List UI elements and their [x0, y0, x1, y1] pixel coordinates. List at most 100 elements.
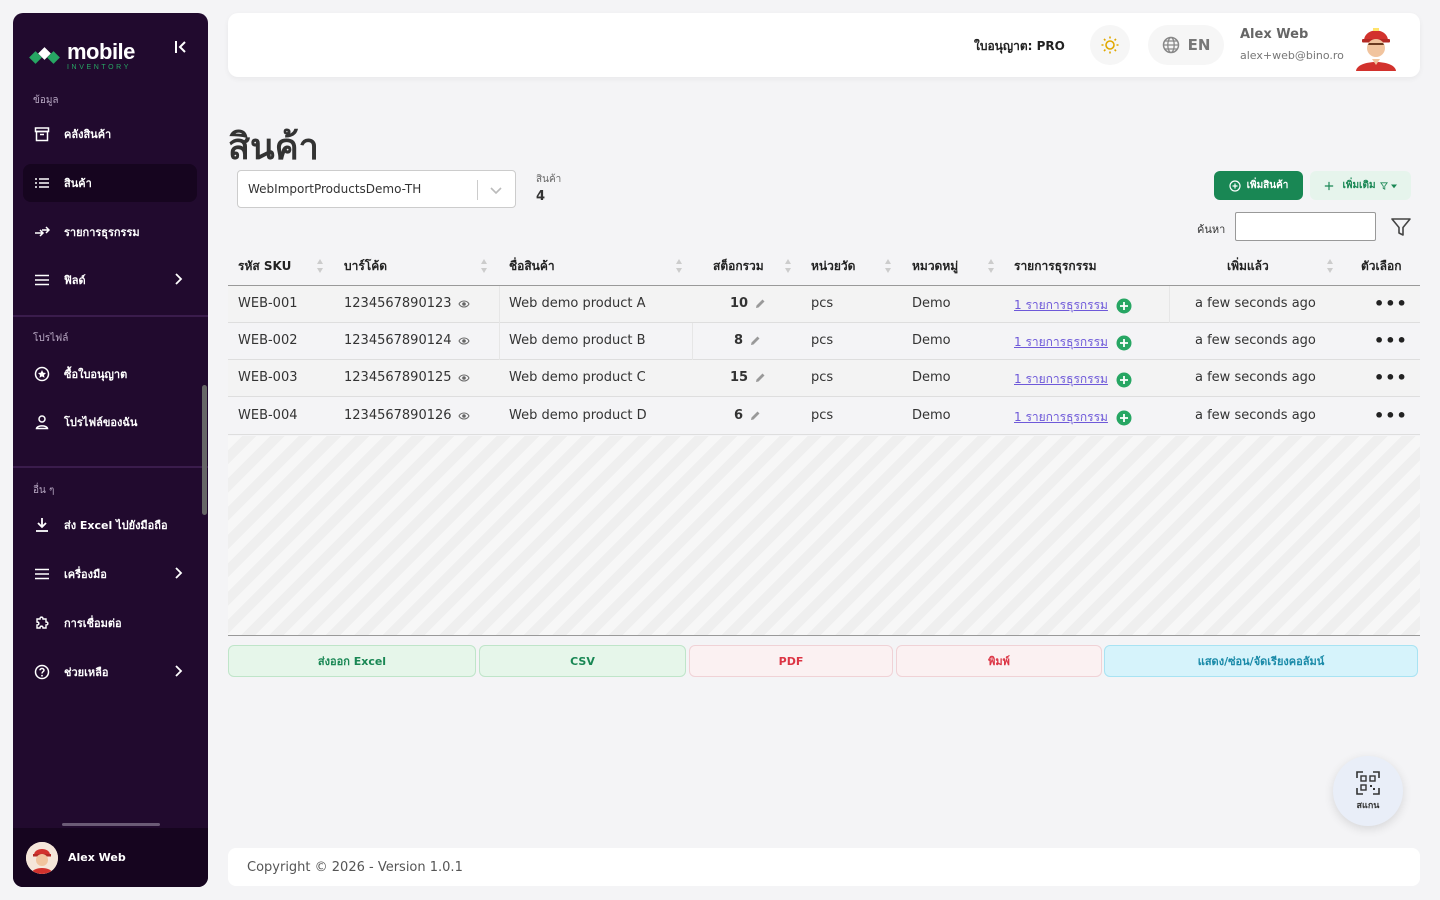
sidebar-item-label: สินค้า — [64, 177, 92, 190]
cell-product-name: Web demo product A — [509, 296, 646, 311]
eye-icon[interactable] — [457, 336, 470, 346]
eye-icon[interactable] — [457, 411, 470, 421]
plus-icon — [1325, 181, 1334, 190]
cell-unit: pcs — [811, 408, 834, 423]
header-user-name[interactable]: Alex Web — [1240, 27, 1309, 42]
cell-stock: 15 — [730, 370, 766, 385]
row-options-button[interactable]: ••• — [1374, 294, 1408, 313]
sidebar-item-warehouse[interactable]: คลังสินค้า — [23, 115, 197, 153]
transfer-icon — [34, 224, 50, 240]
column-separator — [1169, 286, 1170, 323]
cell-added: a few seconds ago — [1195, 296, 1316, 311]
cell-product-name: Web demo product D — [509, 408, 647, 423]
pencil-icon[interactable] — [754, 298, 766, 310]
cell-sku: WEB-003 — [238, 370, 298, 385]
table-row[interactable]: WEB-003 1234567890125 Web demo product C… — [228, 360, 1420, 397]
product-count-value: 4 — [536, 189, 546, 204]
search-input[interactable] — [1235, 212, 1376, 241]
cell-product-name: Web demo product C — [509, 370, 646, 385]
section-label-other: อื่น ๆ — [33, 485, 55, 496]
table-row[interactable]: WEB-001 1234567890123 Web demo product A… — [228, 286, 1420, 323]
export-csv-button[interactable]: CSV — [479, 645, 686, 677]
transactions-link[interactable]: 1 รายการธุรกรรม — [1014, 372, 1108, 386]
column-header-name[interactable]: ชื่อสินค้า — [509, 259, 555, 273]
sidebar-item-products[interactable]: สินค้า — [23, 164, 197, 202]
row-options-button[interactable]: ••• — [1374, 406, 1408, 425]
sort-icon — [317, 259, 323, 273]
sidebar-item-label: การเชื่อมต่อ — [64, 617, 122, 630]
export-pdf-button[interactable]: PDF — [689, 645, 893, 677]
eye-icon[interactable] — [457, 299, 470, 309]
pencil-icon[interactable] — [754, 372, 766, 384]
print-button[interactable]: พิมพ์ — [896, 645, 1102, 677]
row-options-button[interactable]: ••• — [1374, 331, 1408, 350]
stock-value: 15 — [730, 370, 749, 385]
export-excel-button[interactable]: ส่งออก Excel — [228, 645, 476, 677]
sidebar-item-buy-license[interactable]: ซื้อใบอนุญาต — [23, 355, 197, 393]
page-title: สินค้า — [228, 127, 319, 168]
collapse-left-icon — [175, 41, 186, 53]
theme-toggle-button[interactable] — [1090, 25, 1130, 65]
add-product-button[interactable]: เพิ่มสินค้า — [1214, 171, 1303, 200]
language-label: EN — [1187, 36, 1211, 54]
transactions-link[interactable]: 1 รายการธุรกรรม — [1014, 298, 1108, 312]
sidebar-item-label: คลังสินค้า — [64, 128, 112, 141]
column-visibility-button[interactable]: แสดง/ซ่อน/จัดเรียงคอลัมน์ — [1104, 645, 1418, 677]
add-transaction-icon[interactable] — [1116, 298, 1132, 314]
add-transaction-icon[interactable] — [1116, 372, 1132, 388]
cell-added: a few seconds ago — [1195, 333, 1316, 348]
sidebar-item-my-profile[interactable]: โปรไฟล์ของฉัน — [23, 403, 197, 441]
sidebar-scrollbar[interactable] — [202, 385, 207, 515]
chevron-right-icon — [175, 567, 183, 579]
collapse-sidebar-button[interactable] — [170, 36, 192, 58]
table-row[interactable]: WEB-002 1234567890124 Web demo product B… — [228, 323, 1420, 360]
sidebar-item-label: ซื้อใบอนุญาต — [64, 368, 128, 381]
column-header-category[interactable]: หมวดหมู่ — [912, 259, 959, 273]
column-separator — [692, 323, 693, 360]
column-header-stock[interactable]: สต็อกรวม — [713, 259, 764, 273]
caret-down-icon — [1390, 184, 1397, 188]
sidebar-item-send-excel[interactable]: ส่ง Excel ไปยังมือถือ — [23, 506, 197, 544]
filter-icon[interactable] — [1390, 216, 1412, 238]
pencil-icon[interactable] — [749, 410, 761, 422]
avatar — [26, 841, 58, 874]
scan-button[interactable]: สแกน — [1333, 756, 1403, 826]
eye-icon[interactable] — [457, 373, 470, 383]
qr-scan-icon — [1356, 770, 1380, 795]
help-icon — [34, 664, 50, 680]
sidebar-item-tools[interactable]: เครื่องมือ — [23, 555, 197, 593]
logo-title: mobile — [67, 39, 135, 64]
sidebar-item-integrations[interactable]: การเชื่อมต่อ — [23, 604, 197, 642]
column-header-transactions: รายการธุรกรรม — [1014, 259, 1097, 273]
column-header-sku[interactable]: รหัส SKU — [238, 259, 292, 273]
language-selector[interactable]: EN — [1148, 25, 1224, 65]
column-header-barcode[interactable]: บาร์โค้ด — [344, 259, 388, 273]
globe-icon — [1162, 36, 1179, 54]
table-header: รหัส SKU บาร์โค้ด ชื่อสินค้า สต็อกรวม หน… — [228, 248, 1420, 286]
add-transaction-icon[interactable] — [1116, 410, 1132, 426]
column-header-added[interactable]: เพิ่มแล้ว — [1227, 259, 1269, 273]
more-actions-button[interactable]: เพิ่มเติม — [1310, 171, 1411, 200]
avatar[interactable] — [1354, 21, 1398, 71]
sidebar-item-label: เครื่องมือ — [64, 568, 107, 581]
database-select[interactable]: WebImportProductsDemo-TH — [237, 170, 516, 208]
cell-stock: 10 — [730, 296, 766, 311]
sidebar-item-fields[interactable]: ฟิลด์ — [23, 261, 197, 299]
row-options-button[interactable]: ••• — [1374, 368, 1408, 387]
app-logo[interactable]: mobile INVENTORY — [29, 39, 135, 71]
sidebar-user[interactable]: Alex Web — [13, 828, 208, 887]
cell-sku: WEB-001 — [238, 296, 298, 311]
sidebar-item-transactions[interactable]: รายการธุรกรรม — [23, 213, 197, 251]
sidebar-item-help[interactable]: ช่วยเหลือ — [23, 653, 197, 691]
menu-icon — [34, 566, 50, 582]
transactions-link[interactable]: 1 รายการธุรกรรม — [1014, 335, 1108, 349]
column-header-unit[interactable]: หน่วยวัด — [811, 259, 856, 273]
pencil-icon[interactable] — [749, 335, 761, 347]
add-transaction-icon[interactable] — [1116, 335, 1132, 351]
search-label: ค้นหา — [1197, 223, 1226, 236]
cell-stock: 8 — [734, 333, 761, 348]
cell-unit: pcs — [811, 370, 834, 385]
transactions-link[interactable]: 1 รายการธุรกรรม — [1014, 410, 1108, 424]
chevron-right-icon — [175, 665, 183, 677]
table-row[interactable]: WEB-004 1234567890126 Web demo product D… — [228, 398, 1420, 435]
